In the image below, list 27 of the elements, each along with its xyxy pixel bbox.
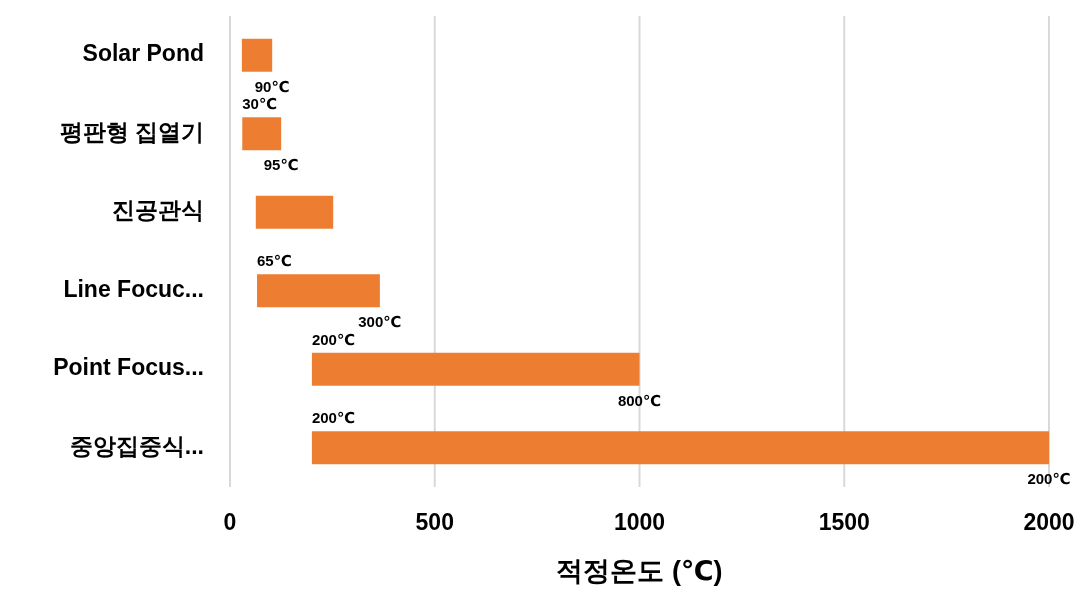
annotation: 200℃ <box>311 409 356 427</box>
bar <box>242 117 282 151</box>
bar <box>255 195 334 229</box>
x-tick-label: 0 <box>223 509 237 535</box>
annotation: 90℃ <box>254 77 290 95</box>
x-tick-label: 1500 <box>818 509 870 535</box>
bar <box>311 431 1049 465</box>
annotation: 65℃ <box>257 252 292 270</box>
y-tick-label: Solar Pond <box>82 40 204 67</box>
y-tick-label: 중앙집중식... <box>69 432 204 459</box>
annotation: 300℃ <box>358 313 402 331</box>
annotation: 200℃ <box>1027 470 1071 488</box>
annotation: 30℃ <box>242 95 278 113</box>
bar <box>311 352 640 386</box>
x-tick-label: 2000 <box>1023 509 1075 535</box>
x-tick-label: 1000 <box>613 509 666 535</box>
annotation: 95℃ <box>263 156 299 174</box>
x-tick-label: 500 <box>415 509 454 535</box>
y-tick-label: 진공관식 <box>112 197 204 224</box>
annotation: 200℃ <box>311 330 356 348</box>
y-tick-label: 평판형 집열기 <box>59 118 204 145</box>
annotation: 800℃ <box>617 391 662 409</box>
bar <box>257 274 380 308</box>
y-tick-label: Point Focus... <box>53 354 204 381</box>
x-axis-title: 적정온도 (℃) <box>556 556 723 586</box>
bar <box>241 38 273 72</box>
y-tick-label: Line Focuc... <box>63 275 204 302</box>
